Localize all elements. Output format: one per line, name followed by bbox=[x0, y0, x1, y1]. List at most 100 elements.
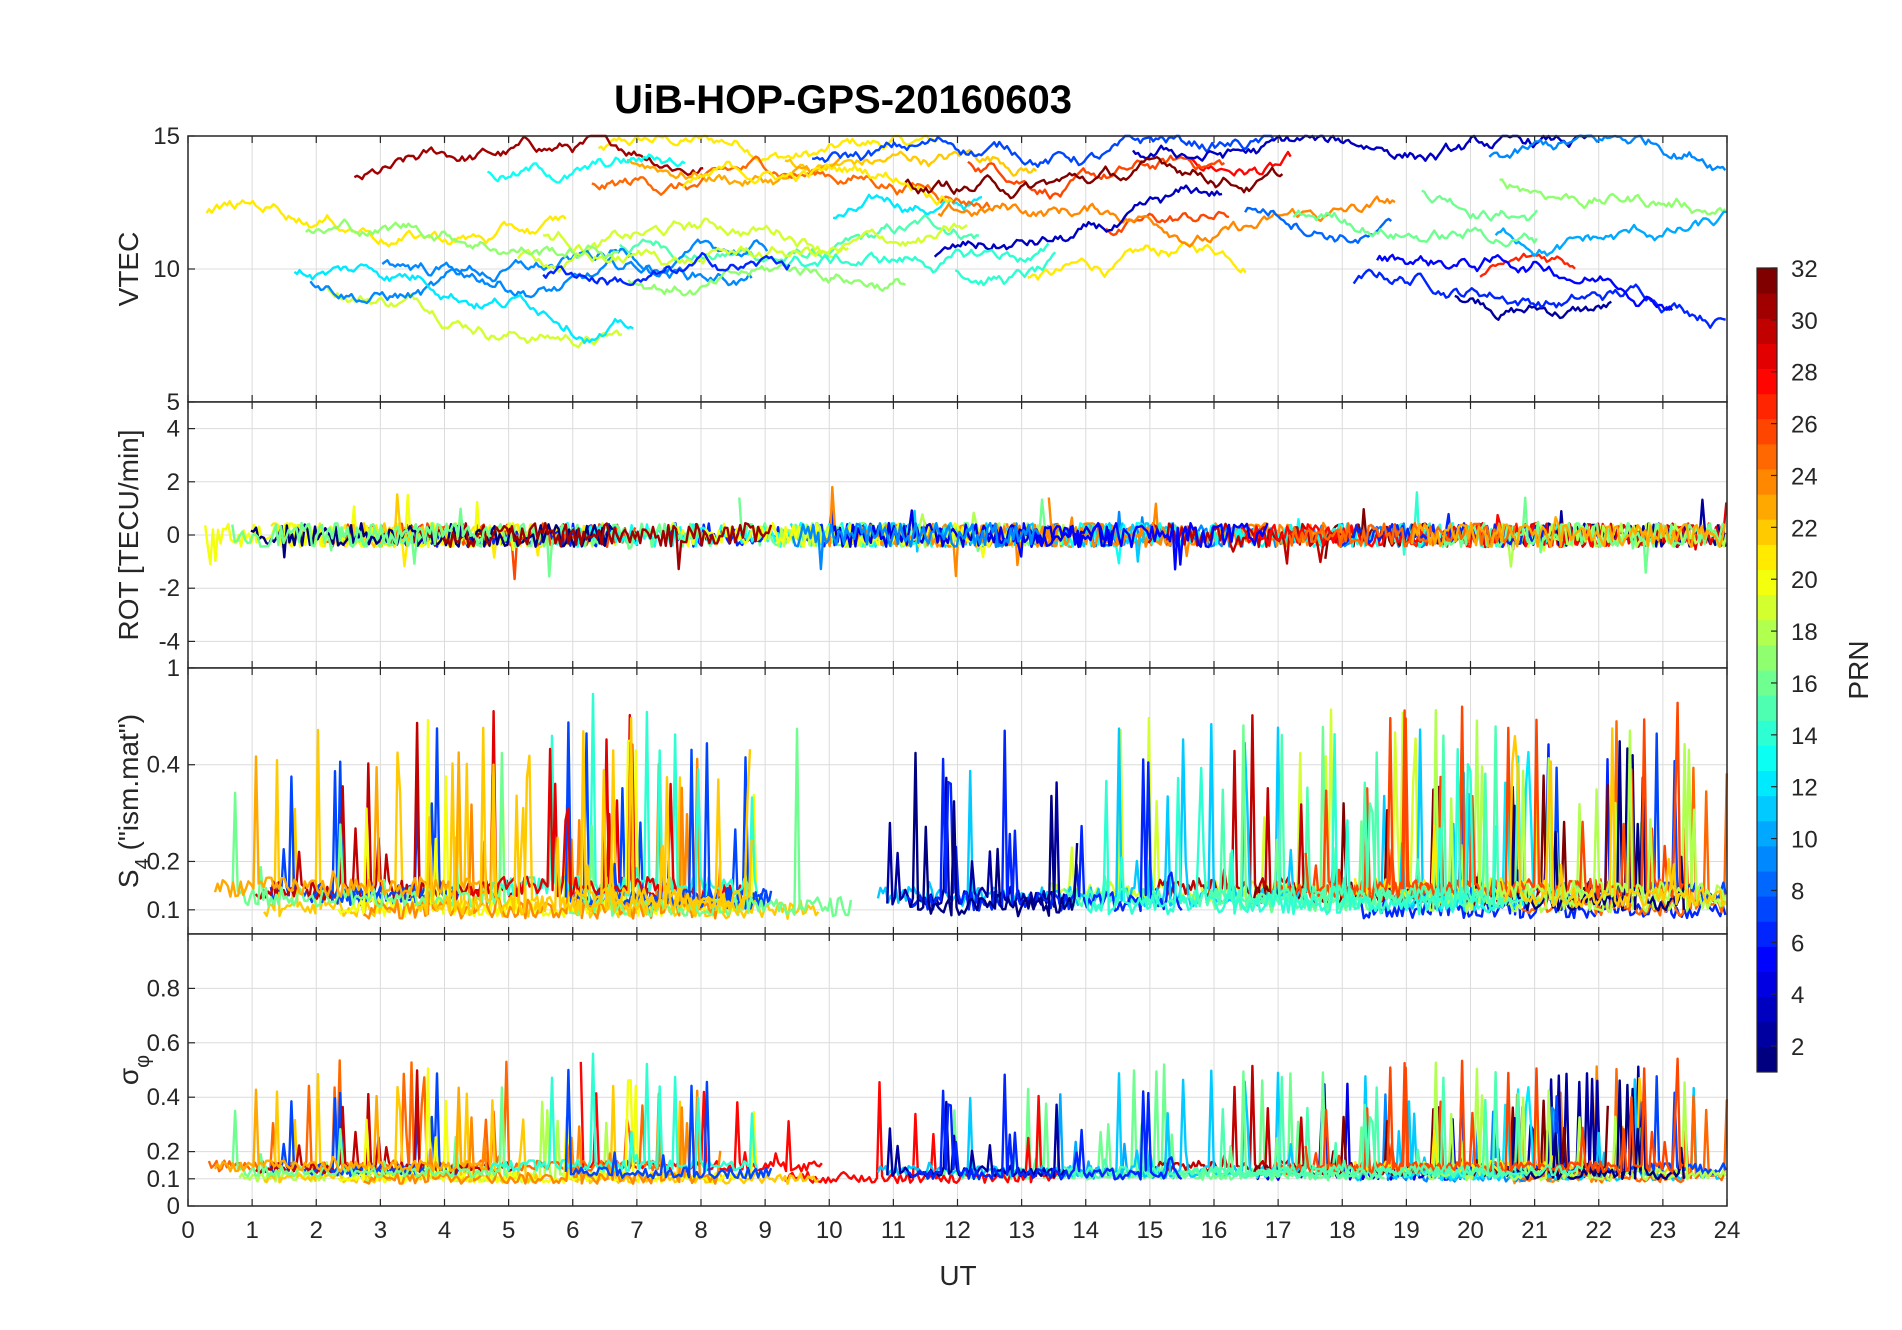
satellite-track-prn-31 bbox=[410, 521, 773, 571]
colorbar-segment bbox=[1757, 268, 1777, 294]
y-tick-label: 2 bbox=[167, 469, 180, 496]
satellite-track-prn-7 bbox=[812, 134, 1275, 168]
satellite-track-prn-12 bbox=[832, 193, 983, 220]
panel-s4: 0.1 0.2 0.4 1 S4 ("ism.mat") bbox=[113, 655, 1728, 935]
y-tick-label: 0.2 bbox=[147, 848, 180, 875]
colorbar-tick-label: 22 bbox=[1791, 515, 1818, 542]
satellite-track-prn-21 bbox=[681, 160, 954, 206]
satellite-track-prn-22 bbox=[784, 148, 1038, 177]
satellite-track-prn-25 bbox=[1521, 720, 1728, 917]
series-tracks bbox=[205, 134, 1727, 349]
satellite-track-prn-16 bbox=[1421, 189, 1539, 222]
x-tick-label: 20 bbox=[1457, 1217, 1484, 1244]
satellite-track-prn-19 bbox=[542, 217, 849, 259]
colorbar-segment bbox=[1757, 845, 1777, 872]
satellite-track-prn-16 bbox=[231, 751, 509, 908]
x-tick-label: 8 bbox=[694, 1217, 707, 1244]
y-tick-label: 1 bbox=[167, 655, 180, 682]
satellite-track-prn-16 bbox=[231, 1086, 508, 1179]
satellite-track-prn-21 bbox=[205, 199, 567, 248]
y-tick-label: 4 bbox=[167, 416, 180, 443]
colorbar-segment bbox=[1757, 921, 1777, 947]
satellite-track-prn-7 bbox=[564, 1068, 773, 1180]
satellite-track-prn-29 bbox=[469, 710, 677, 898]
satellite-track-prn-16 bbox=[231, 507, 492, 565]
x-tick-label: 12 bbox=[944, 1217, 971, 1244]
x-tick-label: 21 bbox=[1521, 1217, 1548, 1244]
satellite-track-prn-31 bbox=[353, 134, 704, 181]
colorbar-segment bbox=[1757, 695, 1777, 721]
colorbar-frame bbox=[1756, 267, 1778, 1073]
satellite-track-prn-9 bbox=[791, 521, 1040, 571]
x-tick-label: 6 bbox=[566, 1217, 579, 1244]
satellite-track-prn-22 bbox=[416, 726, 752, 916]
colorbar-tick-label: 6 bbox=[1791, 930, 1804, 957]
satellite-track-prn-16 bbox=[327, 522, 712, 578]
colorbar-tick-label: 14 bbox=[1791, 723, 1818, 750]
y-tick-label: 5 bbox=[167, 389, 180, 416]
y-tick-label: 15 bbox=[153, 123, 180, 150]
y-axis-label-sigma_phi: σφ bbox=[113, 1055, 154, 1085]
colorbar-segment bbox=[1757, 770, 1777, 797]
satellite-track-prn-5 bbox=[987, 522, 1269, 571]
satellite-track-prn-10 bbox=[1494, 210, 1727, 257]
satellite-track-prn-1 bbox=[1503, 1079, 1686, 1181]
satellite-track-prn-7 bbox=[311, 1072, 449, 1176]
panel-frame bbox=[187, 933, 1728, 1207]
colorbar-segment bbox=[1757, 569, 1777, 596]
colorbar-tick-label: 20 bbox=[1791, 567, 1818, 594]
satellite-track-prn-15 bbox=[1204, 1070, 1584, 1178]
colorbar-segment bbox=[1757, 720, 1777, 746]
satellite-track-prn-6 bbox=[906, 1073, 1183, 1181]
x-tick-label: 18 bbox=[1329, 1217, 1356, 1244]
y-tick-label: 0.2 bbox=[147, 1139, 180, 1166]
satellite-track-prn-14 bbox=[1083, 733, 1498, 916]
y-tick-label: 0 bbox=[167, 522, 180, 549]
x-tick-label: 0 bbox=[181, 1217, 194, 1244]
satellite-track-prn-3 bbox=[933, 184, 1223, 258]
colorbar-tick-label: 10 bbox=[1791, 827, 1818, 854]
colorbar-segment bbox=[1757, 619, 1777, 646]
colorbar-tick-label: 24 bbox=[1791, 463, 1818, 490]
satellite-track-prn-25 bbox=[1521, 1067, 1728, 1184]
x-tick-label: 3 bbox=[374, 1217, 387, 1244]
colorbar-segment bbox=[1757, 494, 1777, 520]
colorbar-segment bbox=[1757, 343, 1777, 369]
colorbar-segment bbox=[1757, 644, 1777, 671]
satellite-track-prn-17 bbox=[305, 218, 620, 259]
colorbar-segment bbox=[1757, 896, 1777, 922]
satellite-track-prn-21 bbox=[1027, 240, 1247, 281]
satellite-track-prn-7 bbox=[311, 727, 449, 904]
y-tick-label: 0.1 bbox=[147, 1166, 180, 1193]
colorbar-segment bbox=[1757, 318, 1777, 344]
colorbar-segment bbox=[1757, 544, 1777, 570]
y-axis-label-vtec: VTEC bbox=[113, 232, 144, 307]
y-tick-label: 0.6 bbox=[147, 1030, 180, 1057]
panel-sigma_phi: 00.10.2 0.4 0.6 0.8 σφ bbox=[113, 933, 1728, 1220]
x-tick-label: 4 bbox=[438, 1217, 451, 1244]
colorbar-segment bbox=[1757, 795, 1777, 822]
x-tick-label: 15 bbox=[1137, 1217, 1164, 1244]
satellite-track-prn-28 bbox=[1187, 150, 1292, 177]
satellite-track-prn-18 bbox=[1427, 1061, 1727, 1182]
x-tick-label: 10 bbox=[816, 1217, 843, 1244]
x-axis-label: UT bbox=[939, 1260, 976, 1291]
satellite-track-prn-27 bbox=[1479, 252, 1576, 278]
colorbar-segment bbox=[1757, 745, 1777, 771]
chart-title: UiB-HOP-GPS-20160603 bbox=[614, 78, 1072, 122]
satellite-track-prn-17 bbox=[1499, 178, 1727, 216]
satellite-track-prn-17 bbox=[627, 263, 906, 297]
satellite-track-prn-25 bbox=[1288, 522, 1517, 548]
colorbar-segment bbox=[1757, 971, 1777, 998]
satellite-track-prn-23 bbox=[213, 751, 488, 898]
series-tracks bbox=[207, 1052, 1728, 1186]
colorbar-tick-label: 8 bbox=[1791, 878, 1804, 905]
satellite-track-prn-32 bbox=[904, 155, 1284, 200]
colorbar-tick-label: 32 bbox=[1791, 256, 1818, 283]
x-tick-label: 2 bbox=[310, 1217, 323, 1244]
colorbar-segment bbox=[1757, 368, 1777, 395]
colorbar-segment bbox=[1757, 418, 1777, 445]
panel-vtec: 10 15 VTEC bbox=[113, 123, 1728, 403]
y-tick-label: 10 bbox=[153, 256, 180, 283]
